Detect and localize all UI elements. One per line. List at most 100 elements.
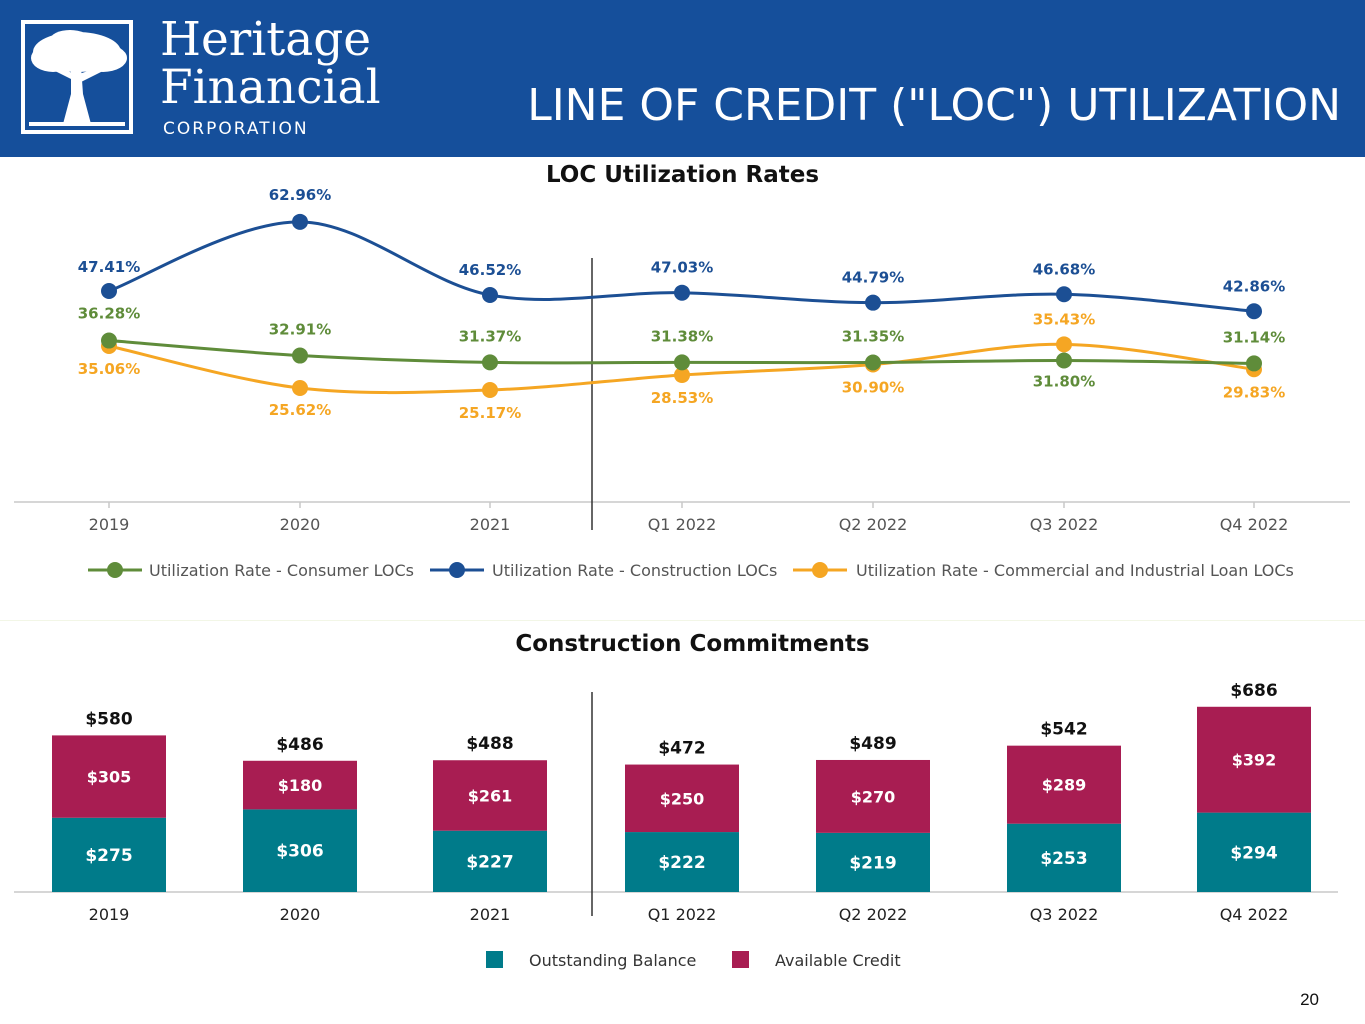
x-tick-label: 2019 — [89, 515, 130, 534]
data-point-construction — [865, 294, 881, 311]
x-tick-label: Q2 2022 — [839, 905, 908, 924]
bar-label-available-credit: $250 — [660, 789, 705, 808]
bar-total-label: $686 — [1230, 681, 1277, 701]
bar-group: $275 $305 $580 — [52, 709, 166, 892]
bar-label-available-credit: $289 — [1042, 776, 1087, 795]
legend-item-outstanding-balance: Outstanding Balance — [486, 951, 696, 970]
data-label-commercial: 35.06% — [78, 360, 140, 378]
x-tick-label: 2021 — [470, 515, 511, 534]
line-chart-title: LOC Utilization Rates — [545, 162, 820, 188]
bar-available-credit — [1007, 745, 1121, 824]
legend-label: Utilization Rate - Construction LOCs — [492, 561, 777, 580]
data-point-consumer — [1246, 355, 1262, 372]
legend-label: Utilization Rate - Consumer LOCs — [149, 561, 414, 580]
bar-available-credit — [1197, 706, 1311, 813]
legend-label: Available Credit — [775, 951, 901, 970]
data-point-consumer — [292, 347, 308, 364]
bar-outstanding-balance — [1007, 823, 1121, 892]
bar-label-outstanding-balance: $294 — [1230, 843, 1277, 863]
x-tick-label: Q4 2022 — [1220, 515, 1289, 534]
bar-total-label: $489 — [849, 734, 896, 754]
data-point-commercial — [292, 379, 308, 396]
data-label-construction: 47.03% — [651, 259, 713, 277]
data-point-construction — [1246, 303, 1262, 320]
bar-total-label: $486 — [276, 735, 323, 755]
data-label-consumer: 31.38% — [651, 327, 713, 345]
data-point-consumer — [101, 332, 117, 349]
line-chart: 2019 2020 2021 Q1 2022 Q2 2022 Q3 2022 Q4 2022… — [14, 186, 1350, 580]
data-label-commercial: 25.17% — [459, 404, 521, 422]
bar-group: $294 $392 $686 — [1197, 681, 1311, 892]
bar-group: $219 $270 $489 — [816, 734, 930, 892]
bar-label-outstanding-balance: $306 — [276, 842, 323, 862]
legend-swatch — [732, 951, 749, 968]
data-label-construction: 46.52% — [459, 261, 521, 279]
data-label-consumer: 31.80% — [1033, 372, 1095, 390]
legend-swatch — [486, 951, 503, 968]
legend-item-available-credit: Available Credit — [732, 951, 901, 970]
x-tick-label: Q4 2022 — [1220, 905, 1289, 924]
x-tick-label: Q1 2022 — [648, 905, 717, 924]
logo-name-line2: Financial — [160, 60, 381, 115]
x-tick-label: 2020 — [280, 905, 321, 924]
legend-label: Utilization Rate - Commercial and Indust… — [856, 561, 1294, 580]
bar-outstanding-balance — [52, 817, 166, 892]
data-label-construction: 42.86% — [1223, 277, 1285, 295]
bar-total-label: $472 — [658, 739, 705, 759]
bar-group: $306 $180 $486 — [243, 735, 357, 892]
tree-icon — [29, 30, 127, 126]
slide-title: LINE OF CREDIT ("LOC") UTILIZATION — [527, 80, 1341, 131]
bar-outstanding-balance — [816, 832, 930, 892]
bar-group: $222 $250 $472 — [625, 739, 739, 892]
bar-label-available-credit: $270 — [851, 787, 896, 806]
bar-total-label: $488 — [466, 734, 513, 754]
bar-label-outstanding-balance: $275 — [85, 846, 132, 866]
data-label-commercial: 25.62% — [269, 401, 331, 419]
x-tick-label: 2019 — [89, 905, 130, 924]
data-point-construction — [1056, 286, 1072, 303]
legend-marker — [107, 562, 123, 578]
data-point-consumer — [482, 354, 498, 371]
section-divider — [0, 620, 1365, 621]
data-label-consumer: 31.37% — [459, 327, 521, 345]
legend-item-construction: Utilization Rate - Construction LOCs — [430, 561, 777, 580]
bar-group: $253 $289 $542 — [1007, 720, 1121, 892]
bar-available-credit — [52, 735, 166, 818]
data-point-construction — [674, 284, 690, 301]
slide-header: Heritage Financial CORPORATION LINE OF C… — [0, 0, 1365, 157]
bar-label-available-credit: $392 — [1232, 751, 1277, 770]
bar-total-label: $580 — [85, 709, 132, 729]
bar-total-label: $542 — [1040, 720, 1087, 740]
data-label-construction: 47.41% — [78, 258, 140, 276]
logo-tree-icon — [21, 20, 133, 134]
bar-outstanding-balance — [433, 830, 547, 892]
data-point-consumer — [674, 354, 690, 371]
legend-label: Outstanding Balance — [529, 951, 696, 970]
bar-available-credit — [625, 764, 739, 833]
data-point-consumer — [1056, 352, 1072, 369]
data-label-consumer: 31.14% — [1223, 328, 1285, 346]
legend-marker — [812, 562, 828, 578]
data-label-construction: 62.96% — [269, 186, 331, 204]
bar-label-available-credit: $305 — [87, 768, 132, 787]
bar-label-available-credit: $261 — [468, 786, 513, 805]
data-label-consumer: 36.28% — [78, 305, 140, 323]
data-point-construction — [482, 286, 498, 303]
data-label-commercial: 35.43% — [1033, 310, 1095, 328]
legend-item-consumer: Utilization Rate - Consumer LOCs — [88, 561, 414, 580]
bar-available-credit — [243, 760, 357, 810]
data-label-commercial: 29.83% — [1223, 383, 1285, 401]
x-tick-label: 2021 — [470, 905, 511, 924]
bar-outstanding-balance — [243, 809, 357, 892]
x-tick-label: Q3 2022 — [1030, 905, 1099, 924]
bar-label-outstanding-balance: $253 — [1040, 849, 1087, 869]
data-point-construction — [292, 213, 308, 230]
data-label-consumer: 32.91% — [269, 321, 331, 339]
logo-subtitle: CORPORATION — [163, 119, 309, 139]
logo-wordmark: Heritage Financial — [160, 16, 381, 112]
data-point-commercial — [674, 367, 690, 384]
data-label-commercial: 30.90% — [842, 378, 904, 396]
bar-chart-title: Construction Commitments — [515, 631, 870, 657]
bar-outstanding-balance — [625, 832, 739, 892]
